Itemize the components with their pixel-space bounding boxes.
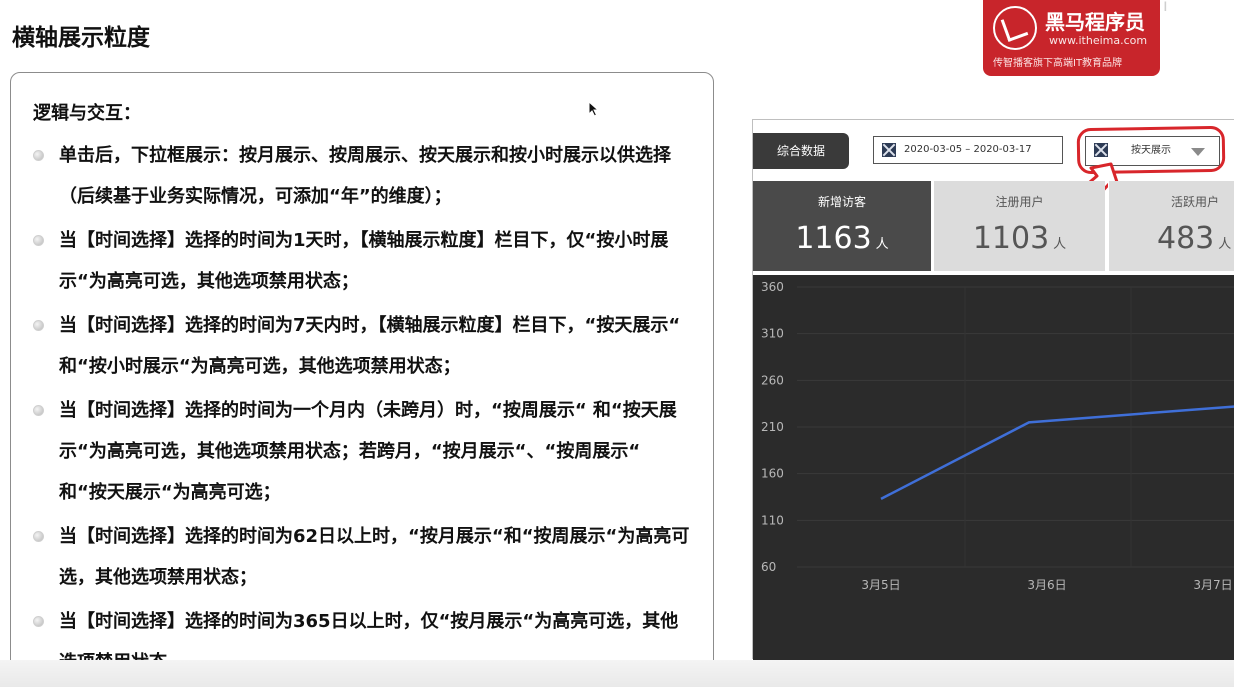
x-tick-label: 3月6日 bbox=[1027, 578, 1066, 592]
bullet-list: 单击后，下拉框展示：按月展示、按周展示、按天展示和按小时展示以供选择（后续基于业… bbox=[33, 135, 693, 686]
page-title: 横轴展示粒度 bbox=[12, 25, 150, 51]
date-range-value: 2020-03-05 – 2020-03-17 bbox=[904, 144, 1032, 155]
bullet-dot-icon bbox=[33, 150, 44, 161]
y-tick-label: 110 bbox=[761, 513, 784, 527]
tab-overview-data[interactable]: 综合数据 bbox=[753, 133, 849, 169]
stat-value: 483 人 bbox=[1157, 221, 1232, 256]
brand-logo: 黑马程序员 www.itheima.com 传智播客旗下高端IT教育品牌 bbox=[983, 0, 1160, 76]
line-chart: 360 310 260 210 160 110 60 3月5日 3月6日 3月7日 bbox=[753, 275, 1234, 660]
x-tick-label: 3月7日 bbox=[1193, 578, 1232, 592]
y-tick-label: 160 bbox=[761, 467, 784, 481]
date-range-picker[interactable]: 2020-03-05 – 2020-03-17 bbox=[873, 136, 1063, 164]
chevron-down-icon[interactable] bbox=[1191, 148, 1205, 156]
y-tick-label: 210 bbox=[761, 420, 784, 434]
list-item-text: 当【时间选择】选择的时间为一个月内（未跨月）时，“按周展示“ 和“按天展示“为高… bbox=[59, 400, 677, 503]
stat-card-registered-users: 注册用户 1103 人 bbox=[933, 181, 1105, 271]
logic-content-box: 逻辑与交互： 单击后，下拉框展示：按月展示、按周展示、按天展示和按小时展示以供选… bbox=[10, 72, 714, 677]
stat-label: 活跃用户 bbox=[1171, 195, 1220, 209]
brand-url: www.itheima.com bbox=[1049, 34, 1148, 47]
brand-mark-icon bbox=[993, 6, 1037, 50]
granularity-icon bbox=[1094, 143, 1108, 157]
stat-card-new-visitors: 新增访客 1163 人 bbox=[753, 181, 931, 271]
stat-card-active-users: 活跃用户 483 人 bbox=[1108, 181, 1234, 271]
calendar-icon bbox=[882, 143, 896, 157]
stat-label: 注册用户 bbox=[995, 195, 1044, 209]
stat-value: 1163 人 bbox=[795, 221, 889, 256]
list-item: 当【时间选择】选择的时间为62日以上时，“按月展示“和“按周展示“为高亮可选，其… bbox=[33, 516, 693, 598]
list-item-text: 当【时间选择】选择的时间为1天时，【横轴展示粒度】栏目下，仅“按小时展示“为高亮… bbox=[59, 230, 669, 292]
list-item: 当【时间选择】选择的时间为1天时，【横轴展示粒度】栏目下，仅“按小时展示“为高亮… bbox=[33, 220, 693, 302]
series-line bbox=[880, 405, 1234, 500]
stat-value: 1103 人 bbox=[972, 221, 1067, 256]
bullet-dot-icon bbox=[33, 320, 44, 331]
dashboard-preview: 综合数据 2020-03-05 – 2020-03-17 按天展示 新增访客 1… bbox=[752, 119, 1234, 660]
granularity-value: 按天展示 bbox=[1131, 145, 1171, 156]
bullet-dot-icon bbox=[33, 405, 44, 416]
stat-label: 新增访客 bbox=[817, 195, 866, 209]
y-tick-label: 310 bbox=[761, 327, 784, 341]
granularity-select[interactable]: 按天展示 bbox=[1085, 136, 1220, 166]
overlay-watermark-text-2: i bbox=[1163, 0, 1168, 16]
list-item-text: 当【时间选择】选择的时间为7天内时，【横轴展示粒度】栏目下，“按天展示“ 和“按… bbox=[59, 315, 681, 377]
y-tick-label: 260 bbox=[761, 373, 784, 387]
brand-name: 黑马程序员 bbox=[1045, 10, 1145, 34]
y-tick-label: 360 bbox=[761, 280, 784, 294]
list-item-text: 单击后，下拉框展示：按月展示、按周展示、按天展示和按小时展示以供选择（后续基于业… bbox=[59, 145, 671, 207]
line-chart-svg: 360 310 260 210 160 110 60 3月5日 3月6日 3月7日 bbox=[761, 280, 1234, 592]
section-heading: 逻辑与交互： bbox=[33, 103, 141, 124]
list-item: 当【时间选择】选择的时间为一个月内（未跨月）时，“按周展示“ 和“按天展示“为高… bbox=[33, 390, 693, 513]
brand-slogan: 传智播客旗下高端IT教育品牌 bbox=[993, 58, 1123, 69]
x-tick-label: 3月5日 bbox=[861, 578, 900, 592]
list-item: 当【时间选择】选择的时间为7天内时，【横轴展示粒度】栏目下，“按天展示“ 和“按… bbox=[33, 305, 693, 387]
bottom-strip bbox=[0, 660, 1234, 687]
y-tick-label: 60 bbox=[761, 560, 776, 574]
mouse-cursor-icon bbox=[588, 101, 600, 117]
bullet-dot-icon bbox=[33, 235, 44, 246]
list-item-text: 当【时间选择】选择的时间为62日以上时，“按月展示“和“按周展示“为高亮可选，其… bbox=[59, 526, 690, 588]
bullet-dot-icon bbox=[33, 531, 44, 542]
bullet-dot-icon bbox=[33, 616, 44, 627]
list-item: 单击后，下拉框展示：按月展示、按周展示、按天展示和按小时展示以供选择（后续基于业… bbox=[33, 135, 693, 217]
